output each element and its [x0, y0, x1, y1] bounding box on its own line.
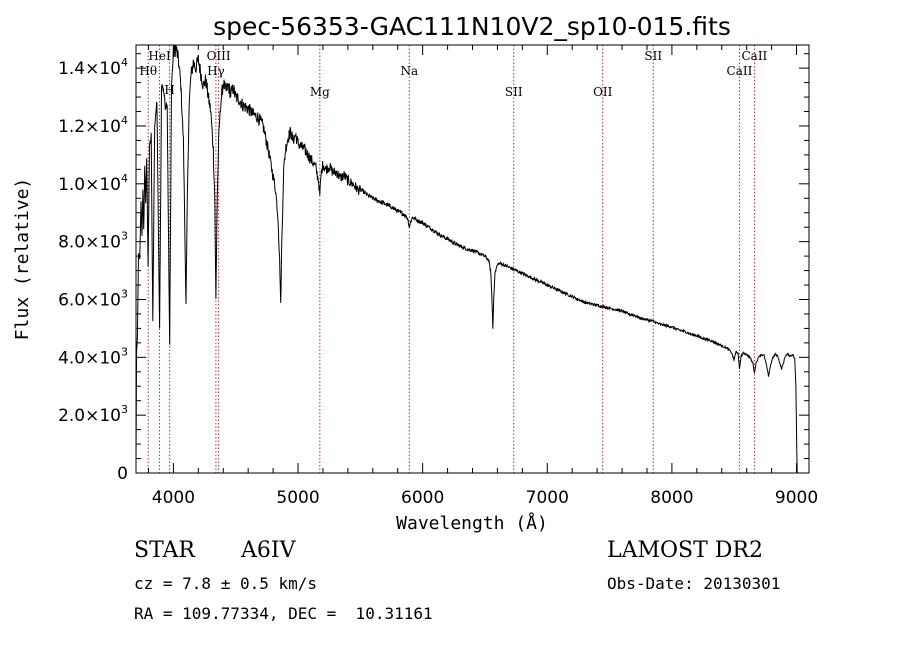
survey-name: LAMOST DR2 — [607, 538, 763, 563]
redshift-velocity: cz = 7.8 ± 0.5 km/s — [134, 574, 318, 593]
observation-date: Obs-Date: 20130301 — [607, 574, 781, 593]
plot-frame — [135, 44, 810, 474]
spectral-line-label: H — [164, 83, 174, 97]
y-tick-exponent: 3 — [121, 345, 128, 358]
spectral-line-label: CaII — [727, 64, 753, 78]
spectrum-line — [135, 44, 798, 474]
spectral-line-label: Hγ — [207, 64, 225, 78]
y-tick-exponent: 3 — [121, 287, 128, 300]
y-tick-label: 0 — [117, 464, 128, 484]
chart-title: spec-56353-GAC111N10V2_sp10-015.fits — [213, 12, 731, 41]
y-tick-exponent: 3 — [121, 230, 128, 243]
y-tick-label: 8.0×103 — [58, 230, 128, 253]
x-tick-label: 5000 — [276, 488, 319, 508]
x-tick-label: 6000 — [401, 488, 444, 508]
x-tick-label: 4000 — [152, 488, 195, 508]
y-tick-mantissa: 6.0×10 — [58, 290, 121, 310]
y-tick-label: 1.0×104 — [58, 172, 128, 195]
x-tick-label: 8000 — [650, 488, 693, 508]
spectral-line-label: SII — [644, 49, 662, 63]
spectrum-series — [135, 44, 798, 474]
y-tick-label: 6.0×103 — [58, 287, 128, 310]
spectral-line-label: Mg — [310, 85, 330, 99]
object-class: STAR — [134, 538, 195, 563]
y-tick-exponent: 4 — [121, 56, 128, 69]
y-tick-exponent: 3 — [121, 403, 128, 416]
y-tick-mantissa: 1.2×10 — [58, 117, 121, 137]
sky-coordinates: RA = 109.77334, DEC = 10.31161 — [134, 604, 433, 623]
y-tick-mantissa: 0 — [117, 464, 128, 484]
y-tick-mantissa: 4.0×10 — [58, 348, 121, 368]
y-tick-exponent: 4 — [121, 114, 128, 127]
y-tick-label: 4.0×103 — [58, 345, 128, 368]
y-tick-label: 1.4×104 — [58, 56, 128, 79]
y-tick-mantissa: 1.4×10 — [58, 59, 121, 79]
spectral-line-label: OII — [593, 85, 613, 99]
object-subclass: A6IV — [241, 538, 296, 563]
spectral-line-label: OIII — [207, 49, 231, 63]
y-tick-mantissa: 2.0×10 — [58, 406, 121, 426]
x-axis-label: Wavelength (Å) — [396, 512, 548, 534]
y-tick-mantissa: 8.0×10 — [58, 233, 121, 253]
spectral-line-label: HeI — [148, 49, 171, 63]
spectral-line-label: CaII — [741, 49, 767, 63]
x-tick-label: 9000 — [775, 488, 818, 508]
y-tick-label: 1.2×104 — [58, 114, 128, 137]
y-tick-exponent: 4 — [121, 172, 128, 185]
y-axis-label: Flux (relative) — [12, 178, 33, 341]
y-tick-mantissa: 1.0×10 — [58, 175, 121, 195]
y-tick-label: 2.0×103 — [58, 403, 128, 426]
spectral-line-label: SII — [505, 85, 523, 99]
y-axis-ticks: 02.0×1034.0×1036.0×1038.0×1031.0×1041.2×… — [58, 53, 809, 484]
spectral-line-label: Na — [400, 64, 418, 78]
spectral-line-label: Hθ — [139, 64, 157, 78]
x-axis-ticks: 4000 5000 6000 7000 8000 9000 — [147, 45, 818, 508]
x-tick-label: 7000 — [526, 488, 569, 508]
